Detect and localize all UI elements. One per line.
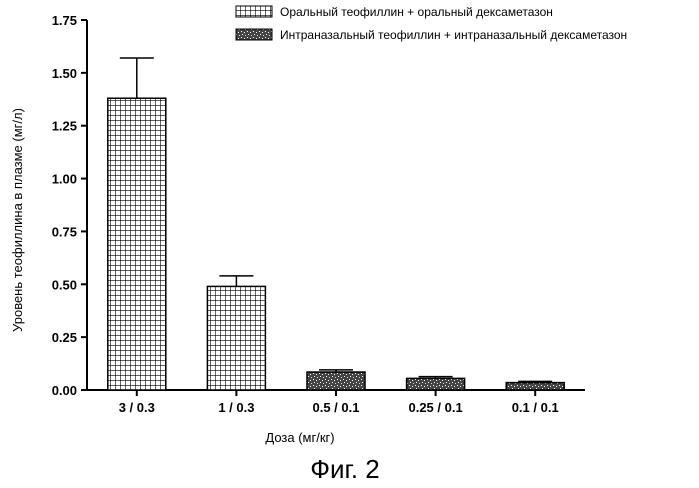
y-tick-labels: 0.00 0.25 0.50 0.75 1.00 1.25 1.50 1.75 bbox=[52, 13, 77, 398]
x-tick-label: 0.25 / 0.1 bbox=[408, 400, 462, 415]
y-tick-label: 1.75 bbox=[52, 13, 77, 28]
y-tick-label: 1.50 bbox=[52, 66, 77, 81]
x-tick-labels: 3 / 0.3 1 / 0.3 0.5 / 0.1 0.25 / 0.1 0.1 / 0… bbox=[119, 400, 559, 415]
x-tick-label: 0.1 / 0.1 bbox=[512, 400, 559, 415]
y-tick-label: 0.00 bbox=[52, 383, 77, 398]
x-tick-label: 0.5 / 0.1 bbox=[313, 400, 360, 415]
figure-caption: Фиг. 2 bbox=[310, 454, 380, 484]
bar bbox=[407, 378, 465, 390]
y-axis-title: Уровень теофиллина в плазме (мг/л) bbox=[10, 108, 25, 332]
bars bbox=[108, 58, 564, 390]
x-tick-label: 1 / 0.3 bbox=[218, 400, 254, 415]
legend-swatch-intranasal bbox=[236, 29, 272, 40]
legend-label-intranasal: Интраназальный теофиллин + интраназальны… bbox=[280, 28, 627, 42]
legend: Оральный теофиллин + оральный дексаметаз… bbox=[236, 5, 627, 42]
x-tick-label: 3 / 0.3 bbox=[119, 400, 155, 415]
y-tick-label: 0.50 bbox=[52, 277, 77, 292]
legend-label-oral: Оральный теофиллин + оральный дексаметаз… bbox=[280, 5, 553, 19]
y-tick-label: 1.25 bbox=[52, 119, 77, 134]
y-tick-label: 1.00 bbox=[52, 172, 77, 187]
bar bbox=[506, 383, 564, 390]
bar bbox=[108, 98, 166, 390]
bar bbox=[307, 372, 365, 390]
y-tick-label: 0.75 bbox=[52, 224, 77, 239]
y-tick-label: 0.25 bbox=[52, 330, 77, 345]
x-axis-title: Доза (мг/кг) bbox=[265, 430, 334, 445]
bar bbox=[207, 286, 265, 390]
legend-swatch-oral bbox=[236, 6, 272, 17]
